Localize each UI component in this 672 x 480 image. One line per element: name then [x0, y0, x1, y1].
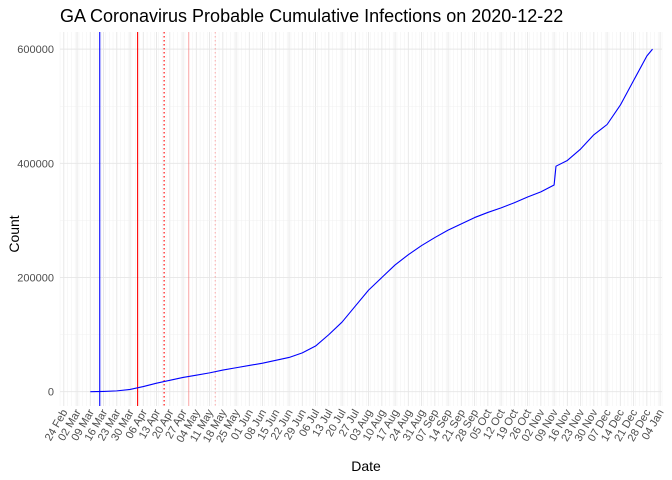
series-line [90, 48, 653, 393]
series-layer [90, 48, 653, 393]
x-axis-title: Date [351, 458, 381, 474]
y-tick-label: 200000 [17, 273, 54, 285]
y-tick-label: 400000 [17, 158, 54, 170]
y-tick-label: 600000 [17, 44, 54, 56]
y-axis-title: Count [6, 215, 22, 252]
reference-lines [99, 32, 216, 406]
y-tick-label: 0 [48, 387, 54, 399]
chart-title: GA Coronavirus Probable Cumulative Infec… [60, 6, 564, 26]
y-axis-ticks: 0 200000 400000 600000 [17, 44, 54, 399]
grid [59, 32, 663, 406]
